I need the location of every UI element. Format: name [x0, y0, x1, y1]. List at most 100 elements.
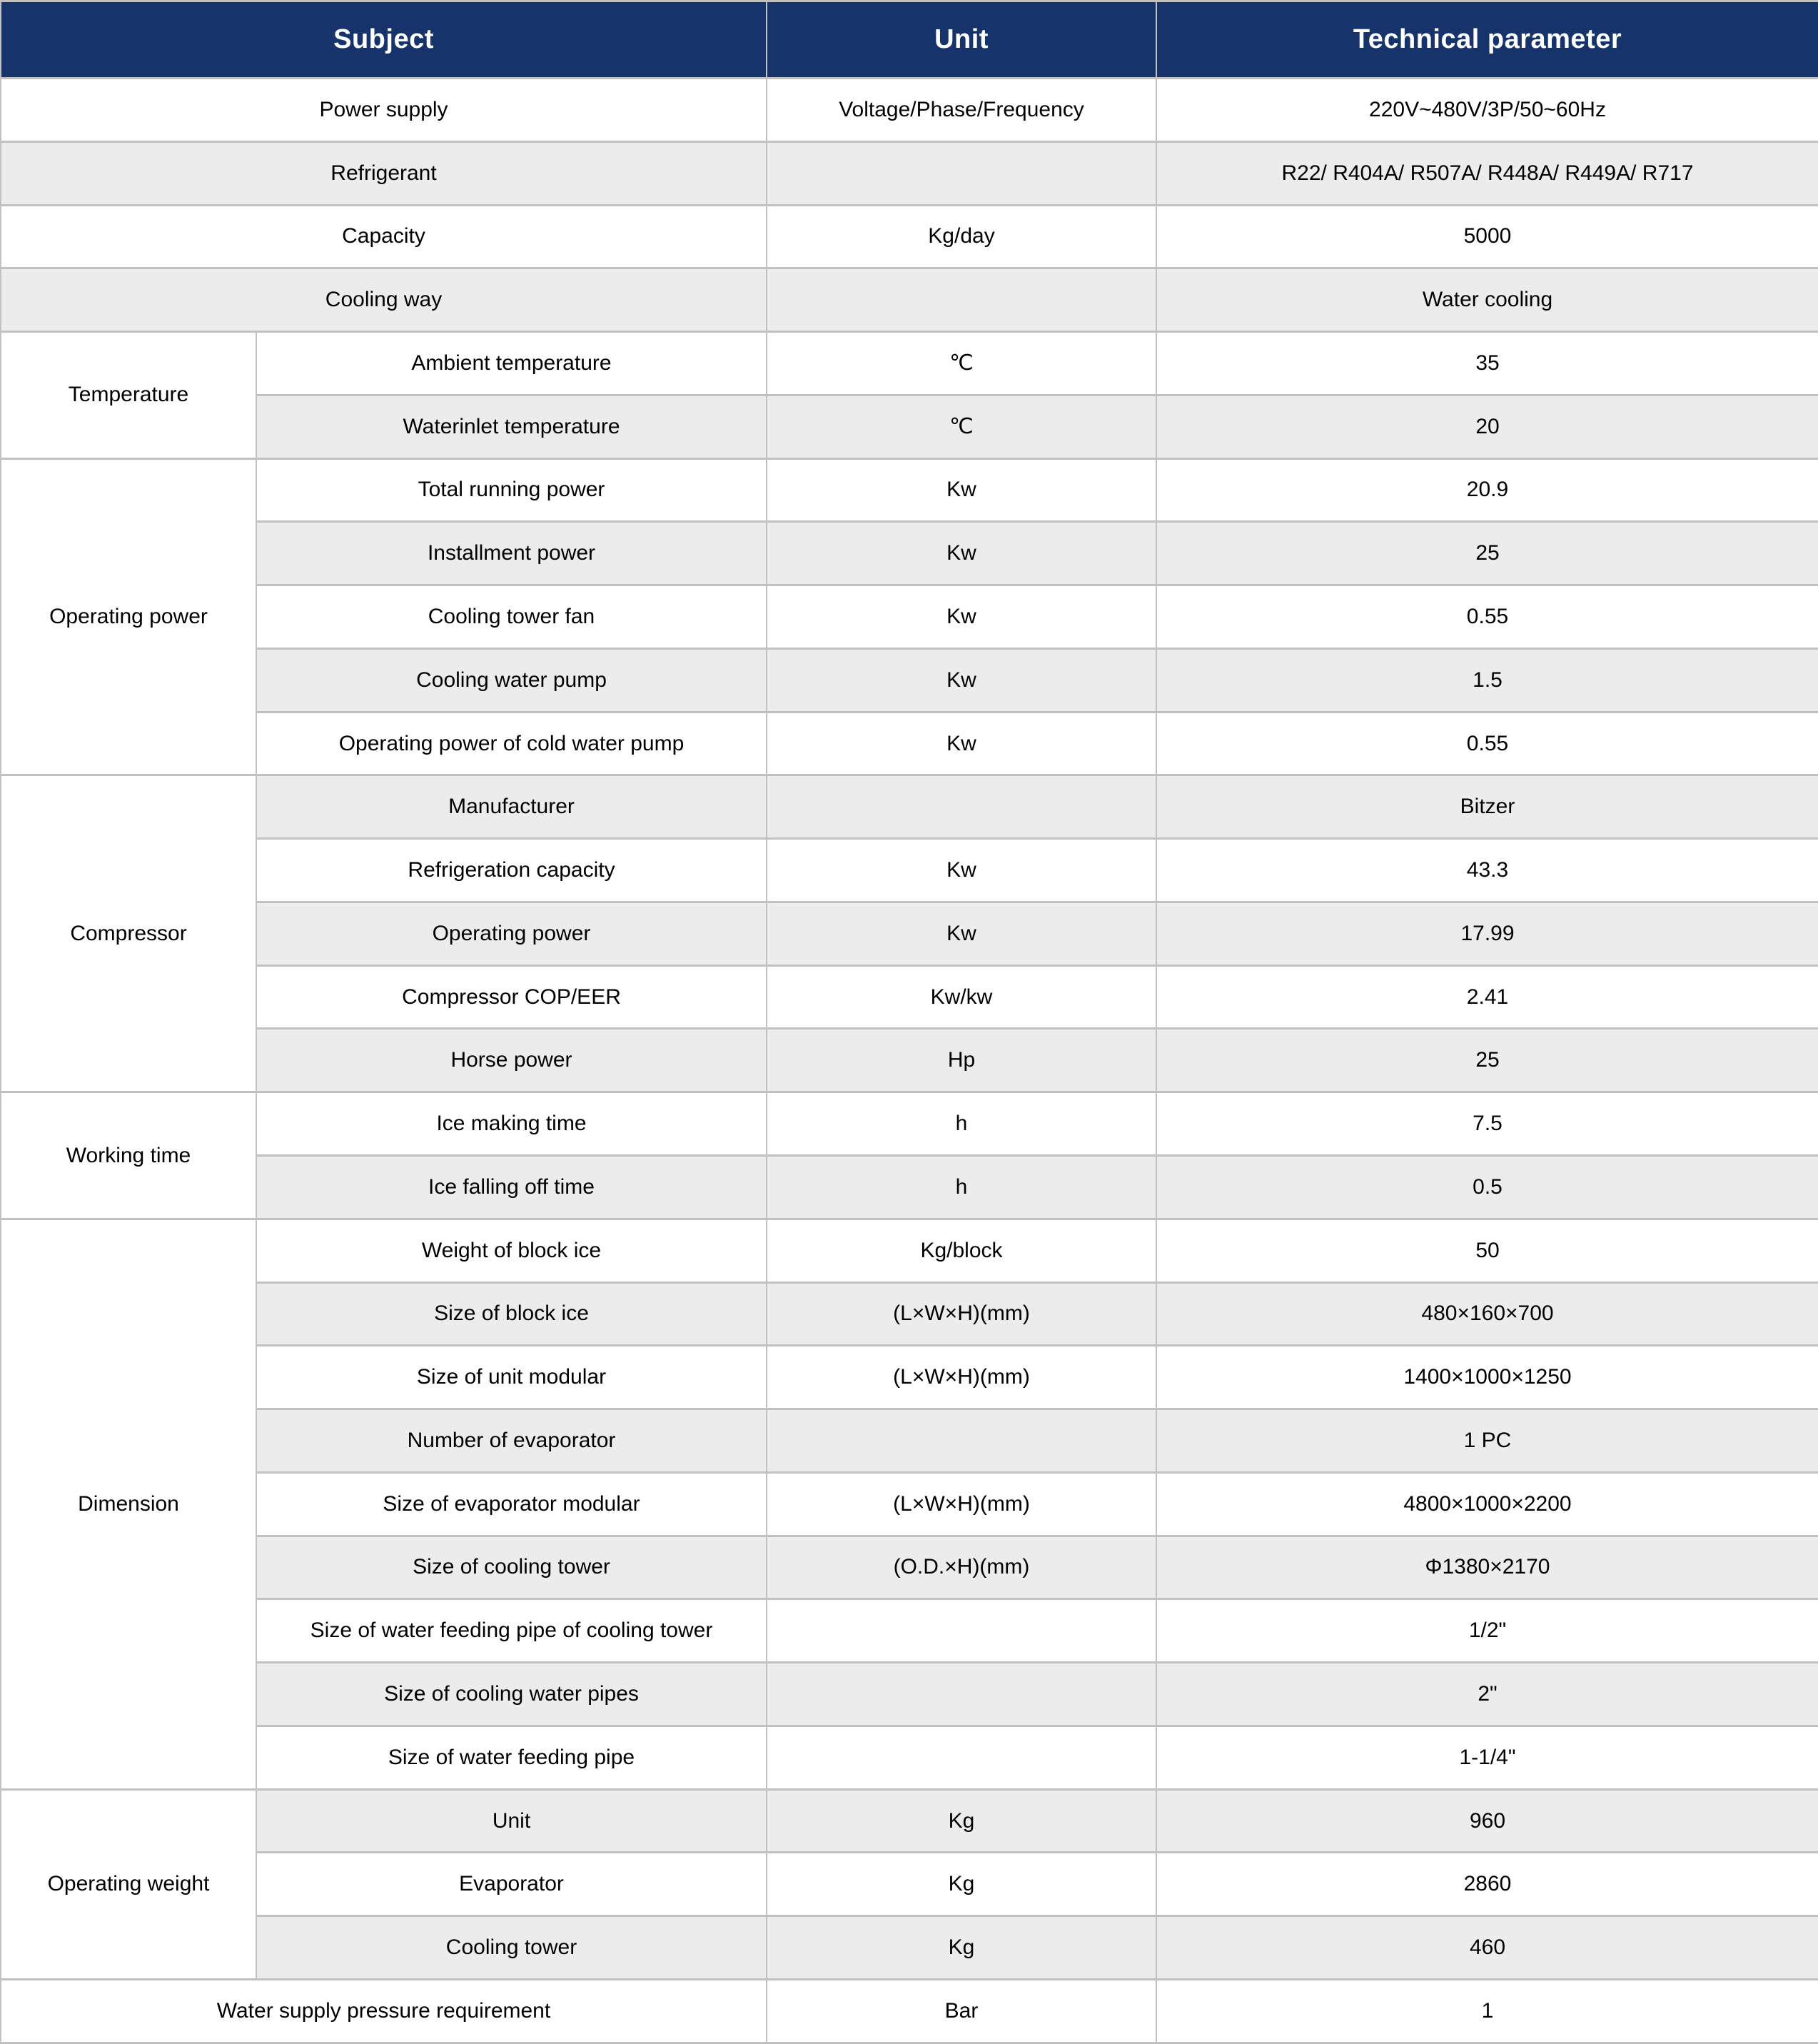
table-row: Cooling tower fan Kw 0.55 [1, 584, 1818, 650]
table-row: Installment power Kw 25 [1, 520, 1818, 587]
subject-cell: Weight of block ice [256, 1217, 767, 1284]
subject-cell: Cooling tower [256, 1915, 767, 1980]
table-row: Cooling way Water cooling [0, 267, 1818, 333]
value-cell: 480×160×700 [1156, 1281, 1818, 1347]
value-cell: 20 [1156, 393, 1818, 460]
subject-cell: Evaporator [256, 1851, 767, 1918]
table-row: Waterinlet temperature ℃ 20 [1, 393, 1818, 460]
header-row: Subject Unit Technical parameter [0, 0, 1818, 79]
header-subject: Subject [0, 0, 767, 79]
unit-cell: Kg/block [766, 1217, 1157, 1284]
unit-cell [766, 1598, 1157, 1664]
table-row: Number of evaporator 1 PC [1, 1408, 1818, 1474]
value-cell: 7.5 [1156, 1091, 1818, 1157]
table-row: Size of unit modular (L×W×H)(mm) 1400×1000… [1, 1344, 1818, 1411]
unit-cell: Kw [766, 457, 1157, 523]
table-row: Refrigerant R22/ R404A/ R507A/ R448A/ R44… [0, 140, 1818, 206]
table-row: Cooling water pump Kw 1.5 [1, 647, 1818, 713]
value-cell: 50 [1156, 1217, 1818, 1284]
subject-cell: Ambient temperature [256, 331, 767, 396]
subject-cell: Capacity [0, 203, 767, 270]
value-cell: 220V~480V/3P/50~60Hz [1156, 77, 1818, 143]
unit-cell: Kw [766, 647, 1157, 713]
subject-cell: Size of water feeding pipe of cooling to… [256, 1598, 767, 1664]
value-cell: 17.99 [1156, 900, 1818, 967]
table-row: Working time Ice making time h 7.5 [0, 1091, 1818, 1220]
value-cell: 2.41 [1156, 964, 1818, 1030]
value-cell: 2" [1156, 1661, 1818, 1727]
group-cell: Temperature [0, 331, 257, 460]
table-row: Operating power Total running power Kw 20.9 [0, 457, 1818, 777]
subject-cell: Operating power of cold water pump [256, 710, 767, 777]
table-row: Refrigeration capacity Kw 43.3 [1, 837, 1818, 903]
unit-cell: Kg/day [766, 203, 1157, 270]
value-cell: 0.55 [1156, 584, 1818, 650]
subject-cell: Ice making time [256, 1091, 767, 1157]
subject-cell: Ice falling off time [256, 1154, 767, 1220]
unit-cell [766, 1724, 1157, 1791]
subject-cell: Size of block ice [256, 1281, 767, 1347]
subject-cell: Refrigerant [0, 140, 767, 206]
group-cell: Compressor [0, 774, 257, 1094]
unit-cell: (L×W×H)(mm) [766, 1471, 1157, 1537]
value-cell: 5000 [1156, 203, 1818, 270]
subject-cell: Size of cooling tower [256, 1534, 767, 1601]
value-cell: 460 [1156, 1915, 1818, 1980]
subject-cell: Cooling way [0, 267, 767, 333]
group-cell: Working time [0, 1091, 257, 1220]
value-cell: 43.3 [1156, 837, 1818, 903]
value-cell: 1 PC [1156, 1408, 1818, 1474]
table-row: Size of water feeding pipe 1-1/4" [1, 1724, 1818, 1791]
unit-cell: (L×W×H)(mm) [766, 1344, 1157, 1411]
unit-cell: Kw/kw [766, 964, 1157, 1030]
unit-cell: Voltage/Phase/Frequency [766, 77, 1157, 143]
unit-cell: h [766, 1154, 1157, 1220]
group-cell: Operating power [0, 457, 257, 777]
unit-cell: Hp [766, 1027, 1157, 1094]
table-row: Operating power Kw 17.99 [1, 900, 1818, 967]
subject-cell: Waterinlet temperature [256, 393, 767, 460]
table-row: Water supply pressure requirement Bar 1 [0, 1978, 1818, 2044]
subject-cell: Power supply [0, 77, 767, 143]
unit-cell: Kw [766, 837, 1157, 903]
subject-cell: Total running power [256, 457, 767, 523]
unit-cell: ℃ [766, 331, 1157, 396]
value-cell: Φ1380×2170 [1156, 1534, 1818, 1601]
table-row: Capacity Kg/day 5000 [0, 203, 1818, 270]
unit-cell: (O.D.×H)(mm) [766, 1534, 1157, 1601]
value-cell: 2860 [1156, 1851, 1818, 1918]
subject-cell: Size of unit modular [256, 1344, 767, 1411]
value-cell: 0.55 [1156, 710, 1818, 777]
subject-cell: Manufacturer [256, 774, 767, 840]
value-cell: 1 [1156, 1978, 1818, 2044]
value-cell: 4800×1000×2200 [1156, 1471, 1818, 1537]
subject-cell: Cooling water pump [256, 647, 767, 713]
subject-cell: Size of evaporator modular [256, 1471, 767, 1537]
value-cell: 1-1/4" [1156, 1724, 1818, 1791]
header-technical-parameter: Technical parameter [1156, 0, 1818, 79]
unit-cell: Kw [766, 520, 1157, 587]
subject-cell: Horse power [256, 1027, 767, 1094]
table-row: Temperature Ambient temperature ℃ 35 [0, 331, 1818, 460]
table-row: Size of cooling water pipes 2" [1, 1661, 1818, 1727]
subject-cell: Water supply pressure requirement [0, 1978, 767, 2044]
value-cell: Water cooling [1156, 267, 1818, 333]
table-row: Cooling tower Kg 460 [1, 1915, 1818, 1980]
table-row: Size of cooling tower (O.D.×H)(mm) Φ1380×2… [1, 1534, 1818, 1601]
unit-cell [766, 267, 1157, 333]
value-cell: 35 [1156, 331, 1818, 396]
table-row: Dimension Weight of block ice Kg/block 50 [0, 1217, 1818, 1791]
table-row: Horse power Hp 25 [1, 1027, 1818, 1094]
table-row: Compressor Manufacturer Bitzer [0, 774, 1818, 1094]
value-cell: 1/2" [1156, 1598, 1818, 1664]
subject-cell: Unit [256, 1788, 767, 1854]
value-cell: 20.9 [1156, 457, 1818, 523]
header-unit: Unit [766, 0, 1157, 79]
unit-cell [766, 140, 1157, 206]
value-cell: 25 [1156, 520, 1818, 587]
subject-cell: Compressor COP/EER [256, 964, 767, 1030]
value-cell: 960 [1156, 1788, 1818, 1854]
subject-cell: Cooling tower fan [256, 584, 767, 650]
